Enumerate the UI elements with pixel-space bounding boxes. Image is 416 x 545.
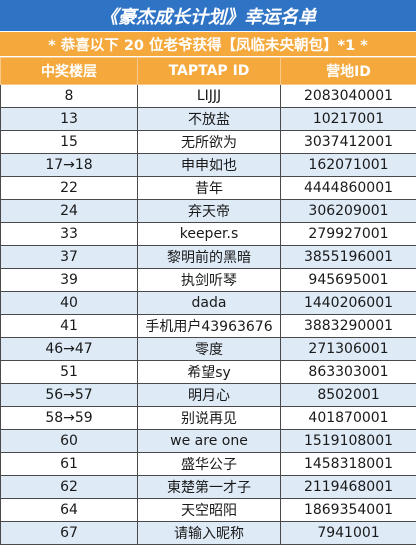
taptap-id-cell: 黎明前的黑暗 <box>138 246 281 269</box>
camp-id-cell: 2083040001 <box>281 85 416 108</box>
camp-id-cell: 7941001 <box>281 522 416 545</box>
taptap-id-cell: 申申如也 <box>138 154 281 177</box>
floor-cell: 15 <box>1 131 138 154</box>
table-header-row: 中奖楼层 TAPTAP ID 营地ID <box>1 58 416 85</box>
taptap-id-cell: 東楚第一才子 <box>138 476 281 499</box>
floor-cell: 33 <box>1 223 138 246</box>
floor-cell: 62 <box>1 476 138 499</box>
camp-id-cell: 1458318001 <box>281 453 416 476</box>
camp-id-cell: 4444860001 <box>281 177 416 200</box>
taptap-id-cell: 手机用户43963676 <box>138 315 281 338</box>
taptap-id-cell: 弃天帝 <box>138 200 281 223</box>
camp-id-cell: 401870001 <box>281 407 416 430</box>
floor-cell: 58→59 <box>1 407 138 430</box>
camp-id-cell: 162071001 <box>281 154 416 177</box>
camp-id-cell: 3883290001 <box>281 315 416 338</box>
floor-cell: 17→18 <box>1 154 138 177</box>
floor-cell: 67 <box>1 522 138 545</box>
camp-id-cell: 8502001 <box>281 384 416 407</box>
camp-id-cell: 279927001 <box>281 223 416 246</box>
camp-id-cell: 306209001 <box>281 200 416 223</box>
camp-id-cell: 863303001 <box>281 361 416 384</box>
taptap-id-cell: keeper.s <box>138 223 281 246</box>
taptap-id-cell: 请输入昵称 <box>138 522 281 545</box>
camp-id-cell: 10217001 <box>281 108 416 131</box>
floor-cell: 22 <box>1 177 138 200</box>
floor-cell: 46→47 <box>1 338 138 361</box>
taptap-id-cell: 别说再见 <box>138 407 281 430</box>
floor-cell: 8 <box>1 85 138 108</box>
camp-id-cell: 3037412001 <box>281 131 416 154</box>
taptap-id-cell: 盛华公子 <box>138 453 281 476</box>
taptap-id-cell: dada <box>138 292 281 315</box>
floor-cell: 61 <box>1 453 138 476</box>
floor-cell: 13 <box>1 108 138 131</box>
list-title: 《豪杰成长计划》幸运名单 <box>0 0 416 32</box>
camp-id-cell: 3855196001 <box>281 246 416 269</box>
floor-cell: 56→57 <box>1 384 138 407</box>
camp-id-cell: 1440206001 <box>281 292 416 315</box>
taptap-id-cell: LIJJJ <box>138 85 281 108</box>
taptap-id-cell: 天空昭阳 <box>138 499 281 522</box>
column-header-camp-id: 营地ID <box>281 58 416 85</box>
camp-id-cell: 271306001 <box>281 338 416 361</box>
floor-cell: 37 <box>1 246 138 269</box>
floor-cell: 51 <box>1 361 138 384</box>
floor-cell: 60 <box>1 430 138 453</box>
camp-id-cell: 1519108001 <box>281 430 416 453</box>
prize-subtitle: * 恭喜以下 20 位老爷获得【凤临未央朝包】*1 * <box>0 32 416 57</box>
taptap-id-cell: 希望sy <box>138 361 281 384</box>
taptap-id-cell: 无所欲为 <box>138 131 281 154</box>
column-header-floor: 中奖楼层 <box>1 58 138 85</box>
floor-cell: 39 <box>1 269 138 292</box>
taptap-id-cell: 零度 <box>138 338 281 361</box>
camp-id-cell: 1869354001 <box>281 499 416 522</box>
camp-id-cell: 2119468001 <box>281 476 416 499</box>
camp-id-cell: 945695001 <box>281 269 416 292</box>
taptap-id-cell: 不放盐 <box>138 108 281 131</box>
floor-cell: 40 <box>1 292 138 315</box>
taptap-id-cell: 昔年 <box>138 177 281 200</box>
taptap-id-cell: 执剑听琴 <box>138 269 281 292</box>
floor-cell: 41 <box>1 315 138 338</box>
floor-cell: 24 <box>1 200 138 223</box>
taptap-id-cell: we are one <box>138 430 281 453</box>
floor-cell: 64 <box>1 499 138 522</box>
column-header-taptap-id: TAPTAP ID <box>138 58 281 85</box>
taptap-id-cell: 明月心 <box>138 384 281 407</box>
